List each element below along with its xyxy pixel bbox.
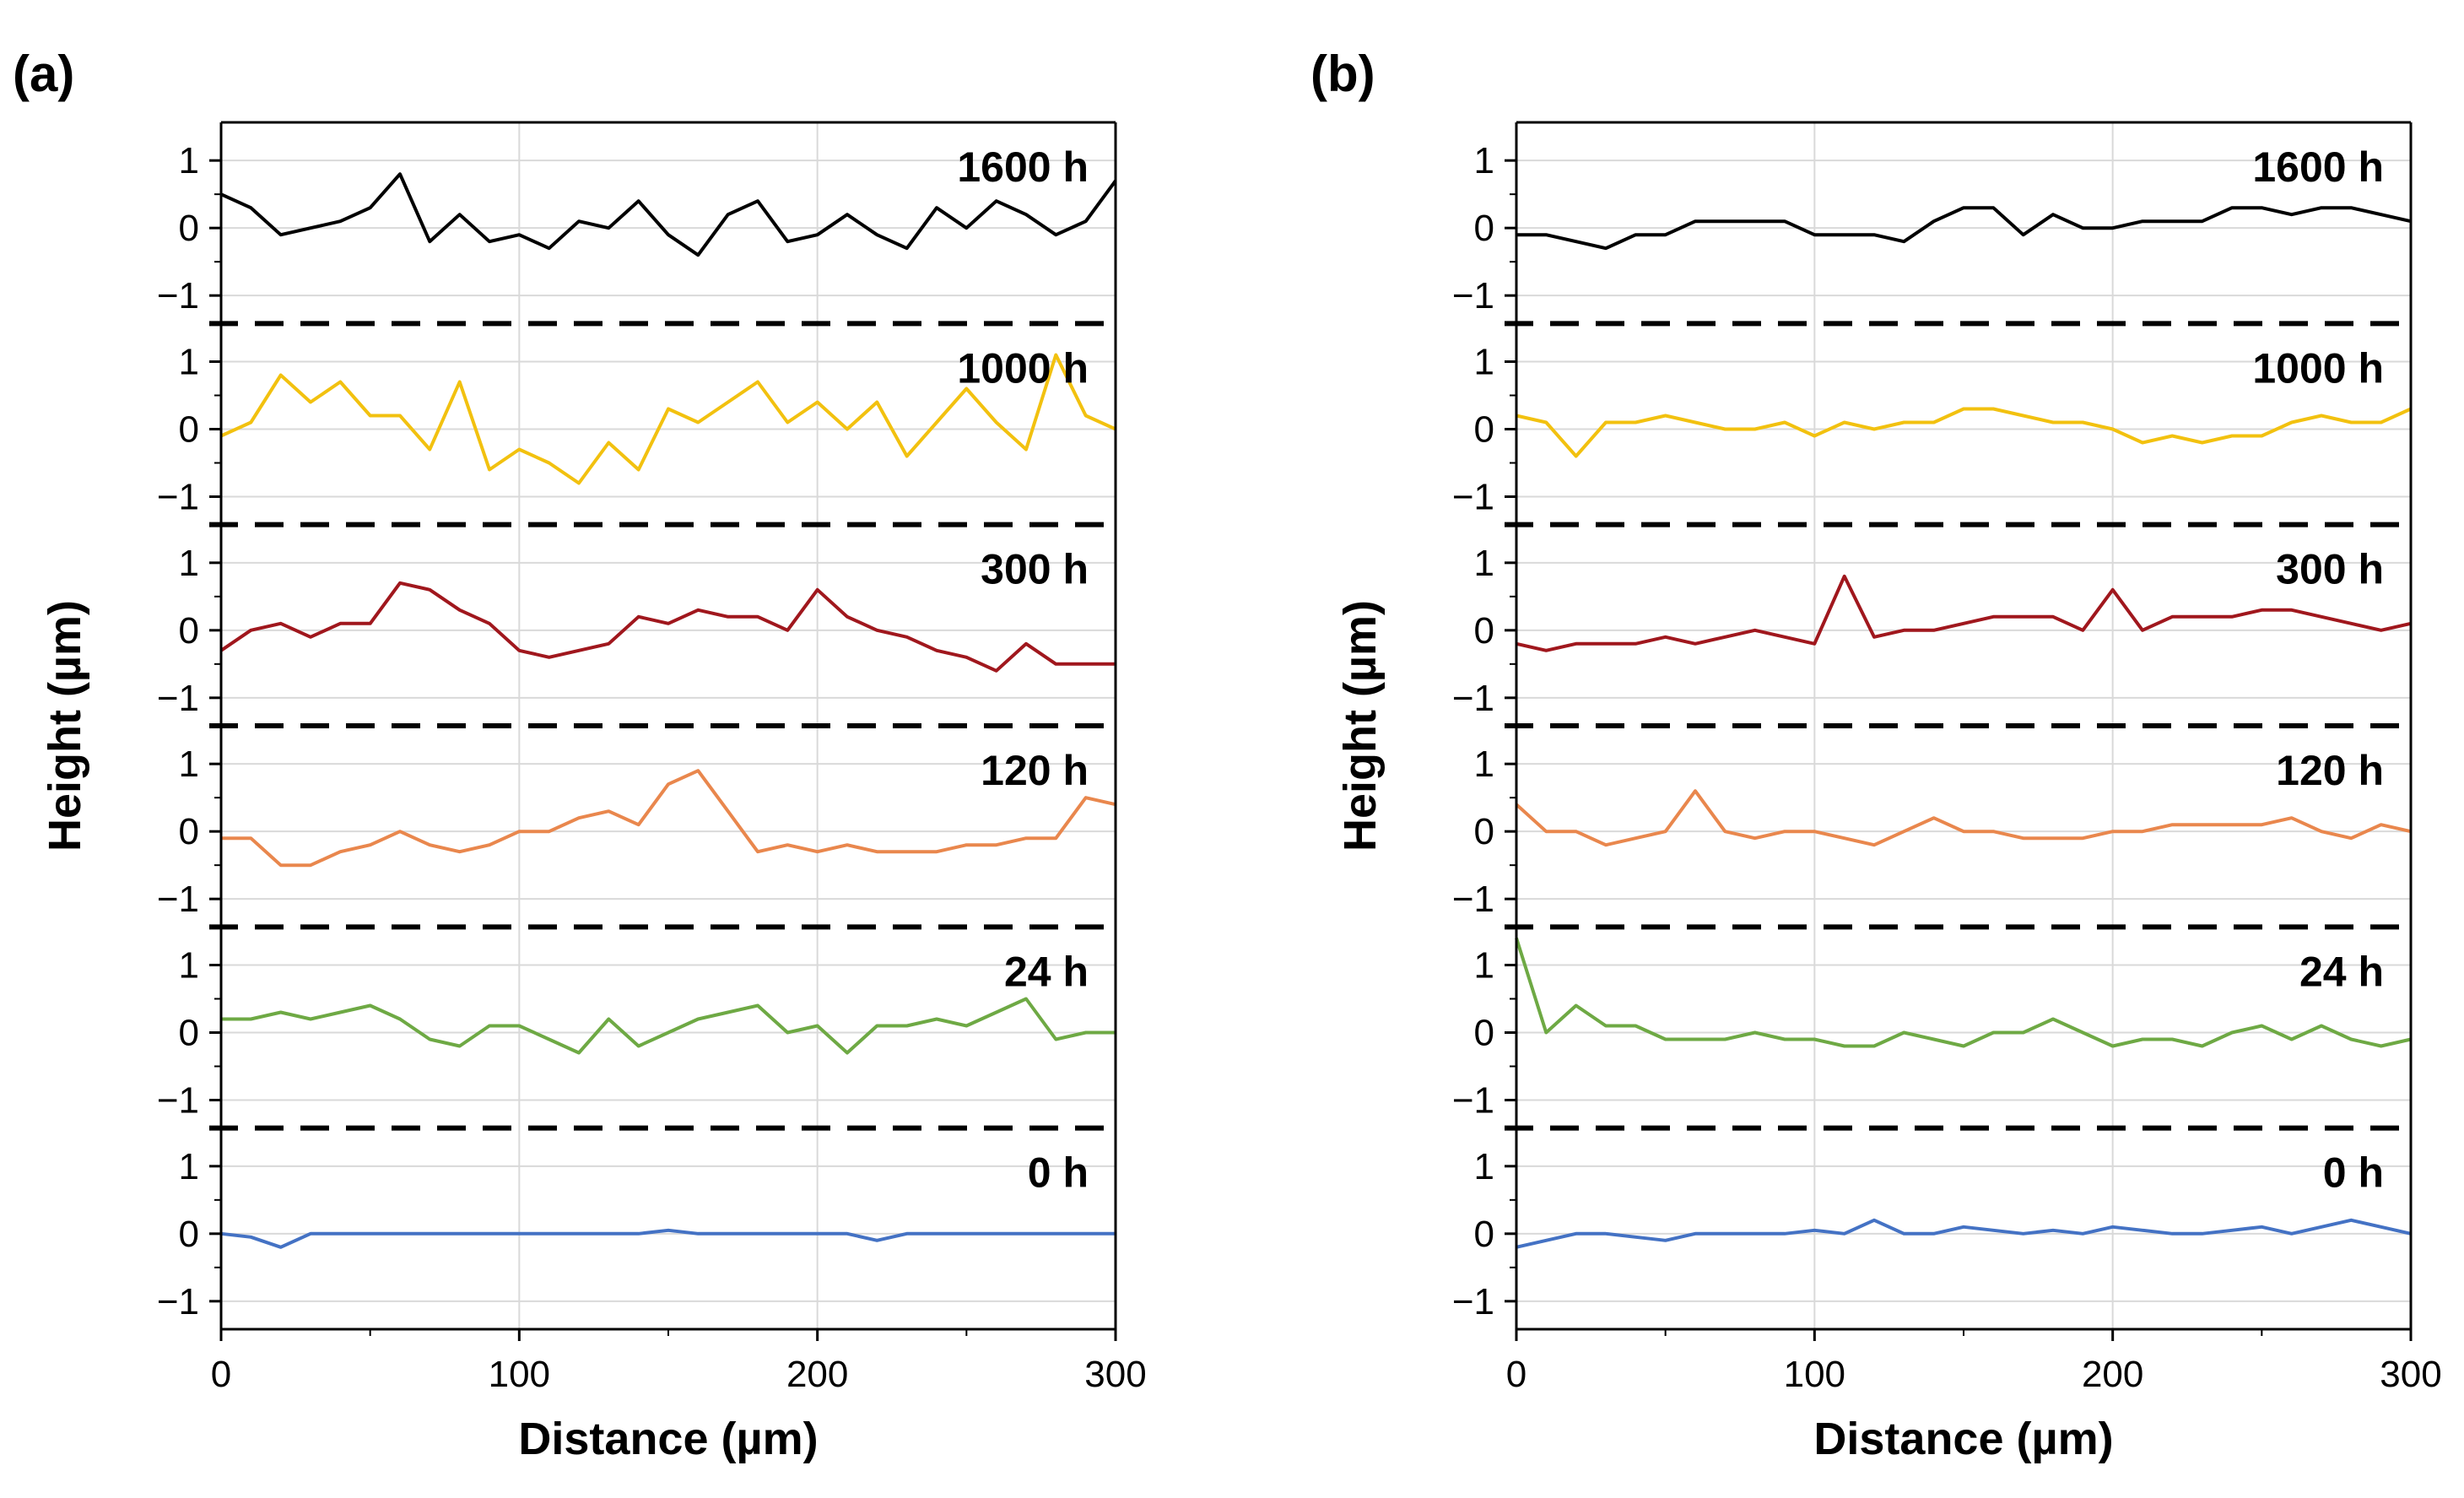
series-label: 1000 h (2252, 344, 2384, 392)
y-tick-label: 1 (179, 1146, 199, 1187)
y-tick-label: 1 (179, 543, 199, 584)
series-line-1600-h (220, 172, 1117, 257)
series-label: 300 h (2276, 546, 2384, 593)
series-line-120-h (221, 769, 1116, 868)
y-tick-label: 0 (179, 610, 199, 652)
series-label: 1600 h (957, 143, 1089, 191)
series-line-24-h (221, 997, 1116, 1055)
y-tick-label: 1 (1474, 744, 1494, 785)
y-tick-label: 0 (1474, 1214, 1494, 1255)
series-line-24-h (1515, 937, 2412, 1048)
series-line-1600-h (1516, 206, 2412, 251)
y-tick-label: 1 (179, 342, 199, 383)
y-tick-label: 1 (179, 140, 199, 181)
y-tick-label: 0 (179, 208, 199, 249)
x-tick-label: 200 (786, 1354, 848, 1395)
y-axis-title: Height (µm) (1335, 600, 1386, 852)
y-axis-title: Height (µm) (40, 600, 90, 852)
y-tick-label: 0 (179, 409, 199, 451)
x-tick-label: 0 (1506, 1354, 1526, 1395)
y-tick-label: −1 (1452, 678, 1494, 719)
series-line-0-h (220, 1228, 1116, 1249)
y-tick-label: 1 (1474, 945, 1494, 987)
series-line-0-h (1516, 1218, 2412, 1249)
panel-label: (b) (1310, 46, 1375, 102)
y-tick-label: −1 (157, 879, 199, 920)
series-label: 24 h (2299, 948, 2384, 995)
x-tick-label: 100 (1784, 1354, 1845, 1395)
series-label: 0 h (2323, 1149, 2384, 1197)
y-tick-label: −1 (1452, 1281, 1494, 1322)
x-tick-label: 300 (2380, 1354, 2441, 1395)
y-tick-label: 1 (179, 945, 199, 987)
y-tick-label: 0 (1474, 811, 1494, 852)
y-tick-label: 1 (1474, 342, 1494, 383)
y-tick-label: −1 (1452, 879, 1494, 920)
y-tick-label: 1 (1474, 543, 1494, 584)
series-line-1000-h (220, 353, 1116, 485)
series-line-300-h (1516, 574, 2412, 652)
y-tick-label: 0 (179, 1013, 199, 1054)
y-tick-label: 0 (179, 811, 199, 852)
x-tick-label: 100 (489, 1354, 550, 1395)
series-label: 1000 h (957, 344, 1089, 392)
series-label: 0 h (1028, 1149, 1089, 1197)
y-tick-label: 1 (1474, 1146, 1494, 1187)
y-tick-label: −1 (157, 275, 199, 316)
series-line-1000-h (1516, 407, 2412, 458)
y-tick-label: −1 (1452, 477, 1494, 518)
series-label: 300 h (981, 546, 1089, 593)
series-label: 120 h (2276, 747, 2384, 794)
panel-label: (a) (13, 46, 74, 102)
y-tick-label: −1 (157, 477, 199, 518)
y-tick-label: 1 (1474, 140, 1494, 181)
series-line-120-h (1515, 789, 2412, 847)
y-tick-label: −1 (157, 1080, 199, 1122)
y-tick-label: 0 (1474, 208, 1494, 249)
series-label: 24 h (1004, 948, 1089, 995)
y-tick-label: 0 (1474, 409, 1494, 451)
y-tick-label: −1 (1452, 275, 1494, 316)
x-tick-label: 0 (211, 1354, 231, 1395)
y-tick-label: 1 (179, 744, 199, 785)
y-tick-label: 0 (179, 1214, 199, 1255)
x-tick-label: 300 (1084, 1354, 1146, 1395)
y-tick-label: 0 (1474, 1013, 1494, 1054)
x-axis-title: Distance (µm) (1813, 1414, 2113, 1464)
y-tick-label: −1 (157, 678, 199, 719)
x-axis-title: Distance (µm) (518, 1414, 818, 1464)
y-tick-label: −1 (157, 1281, 199, 1322)
series-label: 1600 h (2252, 143, 2384, 191)
series-label: 120 h (981, 747, 1089, 794)
x-tick-label: 200 (2082, 1354, 2143, 1395)
y-tick-label: 0 (1474, 610, 1494, 652)
y-tick-label: −1 (1452, 1080, 1494, 1122)
series-line-300-h (219, 581, 1116, 673)
